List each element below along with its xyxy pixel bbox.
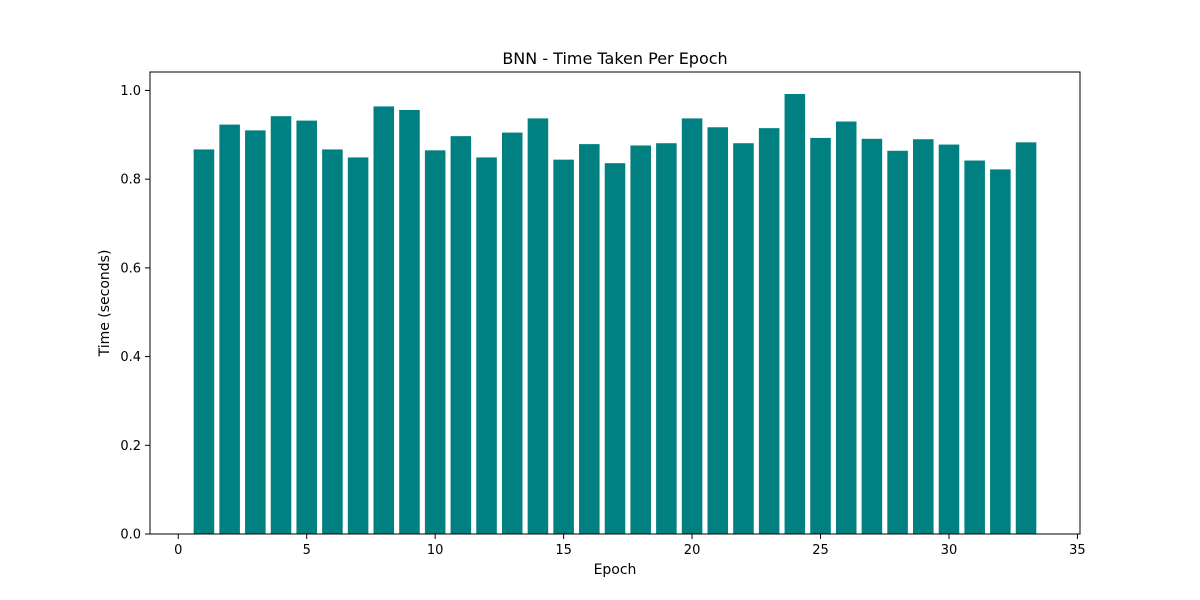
plot-area-frame xyxy=(149,71,1081,535)
bar-epoch-19 xyxy=(656,143,677,535)
x-tick-label: 25 xyxy=(812,543,829,558)
bar-epoch-23 xyxy=(758,128,780,534)
bar-epoch-18 xyxy=(630,145,651,534)
x-tick-label: 5 xyxy=(303,543,311,558)
bar-epoch-21 xyxy=(707,127,729,535)
x-tick-label: 10 xyxy=(427,543,444,558)
bar-epoch-5 xyxy=(296,120,317,535)
bar-epoch-4 xyxy=(270,116,292,535)
x-tick-label: 35 xyxy=(1069,543,1086,558)
bar-epoch-1 xyxy=(193,149,215,534)
bars-group xyxy=(193,94,1037,535)
y-axis-label: Time (seconds) xyxy=(97,250,113,358)
bar-epoch-15 xyxy=(553,159,574,534)
bar-epoch-22 xyxy=(733,143,754,535)
bar-epoch-26 xyxy=(835,121,857,534)
y-tick-label: 0.8 xyxy=(120,173,141,188)
x-tick-label: 15 xyxy=(555,543,572,558)
bar-epoch-12 xyxy=(476,157,497,534)
bar-epoch-3 xyxy=(245,130,266,534)
bar-epoch-10 xyxy=(424,150,446,534)
bar-epoch-32 xyxy=(990,169,1011,534)
bar-epoch-7 xyxy=(347,157,369,534)
bar-epoch-6 xyxy=(322,149,343,534)
bar-epoch-2 xyxy=(219,124,240,534)
bar-epoch-25 xyxy=(810,137,831,534)
bar-epoch-16 xyxy=(579,144,600,534)
y-tick-label: 0.0 xyxy=(120,528,141,543)
chart-title: BNN - Time Taken Per Epoch xyxy=(502,49,727,68)
bar-epoch-28 xyxy=(887,150,908,534)
x-axis-label: Epoch xyxy=(594,562,637,578)
x-axis-ticks: 0 5 10 15 20 25 30 35 xyxy=(174,534,1086,558)
bar-epoch-31 xyxy=(964,160,985,534)
x-tick-label: 20 xyxy=(684,543,701,558)
bar-epoch-29 xyxy=(913,139,934,535)
bar-epoch-20 xyxy=(681,118,703,535)
y-tick-label: 1.0 xyxy=(120,84,141,99)
y-tick-label: 0.6 xyxy=(120,261,141,276)
y-tick-label: 0.2 xyxy=(120,439,141,454)
bar-epoch-8 xyxy=(373,106,395,535)
bar-epoch-11 xyxy=(450,136,472,534)
y-tick-label: 0.4 xyxy=(120,350,141,365)
x-tick-label: 0 xyxy=(174,543,182,558)
bar-epoch-9 xyxy=(399,109,420,534)
bar-epoch-27 xyxy=(861,138,883,535)
bar-epoch-17 xyxy=(604,163,626,534)
bar-epoch-33 xyxy=(1015,142,1037,534)
bar-epoch-24 xyxy=(784,94,806,534)
bar-epoch-14 xyxy=(527,118,549,535)
bar-epoch-30 xyxy=(938,144,960,534)
bar-epoch-13 xyxy=(501,132,523,534)
y-axis-ticks: 0.0 0.2 0.4 0.6 0.8 1.0 xyxy=(120,84,150,543)
x-tick-label: 30 xyxy=(941,543,958,558)
